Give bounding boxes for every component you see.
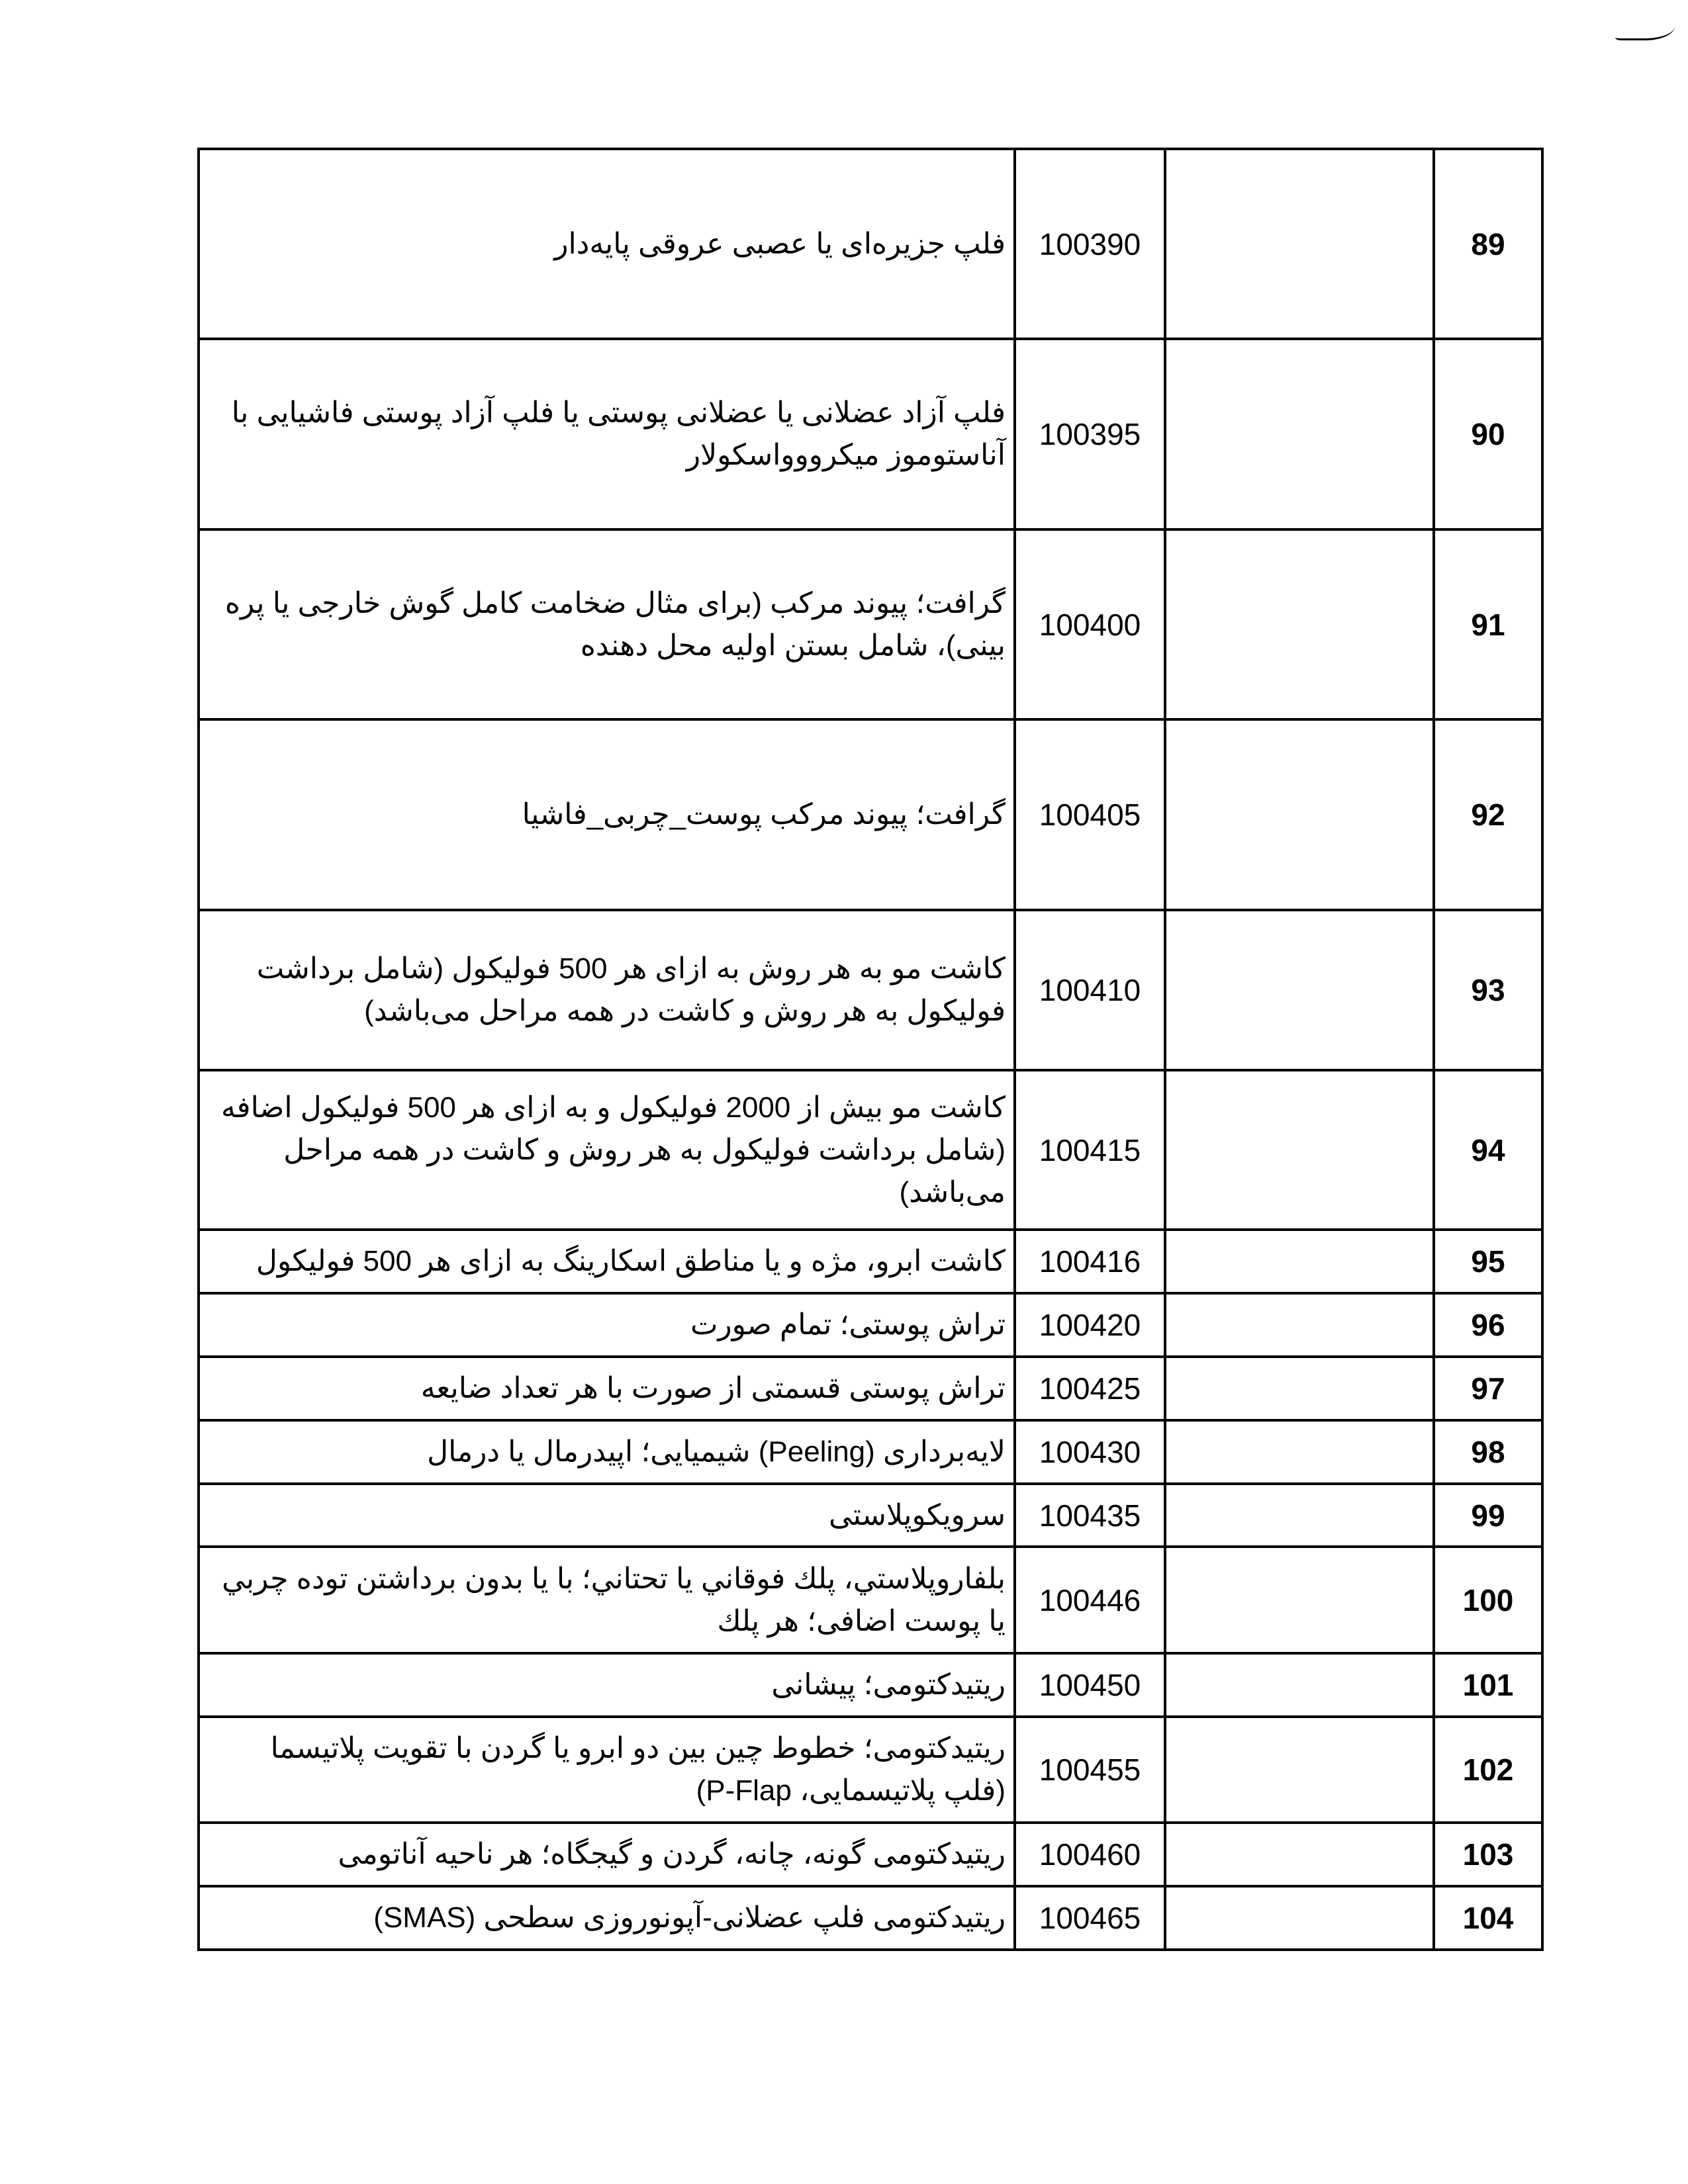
table-row: ریتیدکتومی؛ خطوط چین بین دو ابرو یا گردن… (197, 1715, 1544, 1824)
description-cell: کاشت مو به هر روش به ازای هر 500 فولیکول… (197, 909, 1016, 1071)
empty-cell (1164, 1292, 1435, 1358)
empty-cell (1164, 1228, 1435, 1295)
code-cell: 100446 (1013, 1545, 1166, 1655)
code-cell: 100400 (1013, 528, 1166, 721)
row-number-cell: 101 (1432, 1652, 1544, 1718)
row-number-cell: 104 (1432, 1885, 1544, 1951)
table-row: تراش پوستی؛ تمام صورت 100420 96 (197, 1292, 1544, 1358)
table-row: بلفاروپلاستي، پلك فوقاني يا تحتاني؛ با ي… (197, 1545, 1544, 1655)
table-row: کاشت ابرو، مژه و یا مناطق اسکارینگ به از… (197, 1228, 1544, 1295)
row-number-cell: 91 (1432, 528, 1544, 721)
row-number-cell: 103 (1432, 1821, 1544, 1888)
empty-cell (1164, 1355, 1435, 1422)
empty-cell (1164, 1069, 1435, 1231)
row-number-cell: 95 (1432, 1228, 1544, 1295)
description-cell: فلپ آزاد عضلانی یا عضلانی پوستی یا فلپ آ… (197, 338, 1016, 531)
code-cell: 100420 (1013, 1292, 1166, 1358)
code-cell: 100450 (1013, 1652, 1166, 1718)
empty-cell (1164, 1885, 1435, 1951)
code-cell: 100425 (1013, 1355, 1166, 1422)
row-number-cell: 90 (1432, 338, 1544, 531)
logo (1615, 12, 1675, 40)
description-cell: کاشت ابرو، مژه و یا مناطق اسکارینگ به از… (197, 1228, 1016, 1295)
row-number-cell: 99 (1432, 1482, 1544, 1548)
table-row: لایه‌برداری (Peeling) شیمیایی؛ اپیدرمال … (197, 1419, 1544, 1485)
table-row: کاشت مو بیش از 2000 فولیکول و به ازای هر… (197, 1069, 1544, 1231)
code-cell: 100435 (1013, 1482, 1166, 1548)
code-cell: 100455 (1013, 1715, 1166, 1824)
table-row: تراش پوستی قسمتی از صورت با هر تعداد ضای… (197, 1355, 1544, 1422)
row-number-cell: 102 (1432, 1715, 1544, 1824)
description-cell: تراش پوستی؛ تمام صورت (197, 1292, 1016, 1358)
table-row: ریتیدکتومی فلپ عضلانی-آپونوروزی سطحی (SM… (197, 1885, 1544, 1951)
description-cell: بلفاروپلاستي، پلك فوقاني يا تحتاني؛ با ي… (197, 1545, 1016, 1655)
empty-cell (1164, 528, 1435, 721)
empty-cell (1164, 1482, 1435, 1548)
code-cell: 100410 (1013, 909, 1166, 1071)
row-number-cell: 94 (1432, 1069, 1544, 1231)
table-row: فلپ جزیره‌ای یا عصبی عروقی پایه‌دار 10039… (197, 148, 1544, 340)
empty-cell (1164, 1821, 1435, 1888)
row-number-cell: 89 (1432, 148, 1544, 340)
empty-cell (1164, 718, 1435, 911)
empty-cell (1164, 909, 1435, 1071)
empty-cell (1164, 1419, 1435, 1485)
table-row: فلپ آزاد عضلانی یا عضلانی پوستی یا فلپ آ… (197, 338, 1544, 531)
code-cell: 100405 (1013, 718, 1166, 911)
empty-cell (1164, 1545, 1435, 1655)
row-number-cell: 97 (1432, 1355, 1544, 1422)
row-number-cell: 96 (1432, 1292, 1544, 1358)
empty-cell (1164, 338, 1435, 531)
code-cell: 100460 (1013, 1821, 1166, 1888)
description-cell: تراش پوستی قسمتی از صورت با هر تعداد ضای… (197, 1355, 1016, 1422)
description-cell: فلپ جزیره‌ای یا عصبی عروقی پایه‌دار (197, 148, 1016, 340)
description-cell: لایه‌برداری (Peeling) شیمیایی؛ اپیدرمال … (197, 1419, 1016, 1485)
code-cell: 100390 (1013, 148, 1166, 340)
description-cell: ریتیدکتومی؛ خطوط چین بین دو ابرو یا گردن… (197, 1715, 1016, 1824)
code-cell: 100416 (1013, 1228, 1166, 1295)
empty-cell (1164, 148, 1435, 340)
code-cell: 100430 (1013, 1419, 1166, 1485)
table-row: ریتیدکتومی گونه، چانه، گردن و گیجگاه؛ هر… (197, 1821, 1544, 1888)
description-cell: سرویکوپلاستی (197, 1482, 1016, 1548)
empty-cell (1164, 1652, 1435, 1718)
procedure-table: فلپ جزیره‌ای یا عصبی عروقی پایه‌دار 10039… (197, 148, 1544, 1951)
code-cell: 100415 (1013, 1069, 1166, 1231)
code-cell: 100465 (1013, 1885, 1166, 1951)
table-row: ریتیدکتومی؛ پیشانی 100450 101 (197, 1652, 1544, 1718)
empty-cell (1164, 1715, 1435, 1824)
code-cell: 100395 (1013, 338, 1166, 531)
table-row: گرافت؛ پیوند مرکب پوست_چربی_فاشیا 100405 9… (197, 718, 1544, 911)
description-cell: ریتیدکتومی فلپ عضلانی-آپونوروزی سطحی (SM… (197, 1885, 1016, 1951)
row-number-cell: 98 (1432, 1419, 1544, 1485)
row-number-cell: 100 (1432, 1545, 1544, 1655)
description-cell: کاشت مو بیش از 2000 فولیکول و به ازای هر… (197, 1069, 1016, 1231)
row-number-cell: 93 (1432, 909, 1544, 1071)
description-cell: ریتیدکتومی گونه، چانه، گردن و گیجگاه؛ هر… (197, 1821, 1016, 1888)
table-row: سرویکوپلاستی 100435 99 (197, 1482, 1544, 1548)
table-row: کاشت مو به هر روش به ازای هر 500 فولیکول… (197, 909, 1544, 1071)
description-cell: گرافت؛ پیوند مرکب پوست_چربی_فاشیا (197, 718, 1016, 911)
row-number-cell: 92 (1432, 718, 1544, 911)
description-cell: گرافت؛ پیوند مرکب (برای مثال ضخامت کامل … (197, 528, 1016, 721)
table-row: گرافت؛ پیوند مرکب (برای مثال ضخامت کامل … (197, 528, 1544, 721)
description-cell: ریتیدکتومی؛ پیشانی (197, 1652, 1016, 1718)
